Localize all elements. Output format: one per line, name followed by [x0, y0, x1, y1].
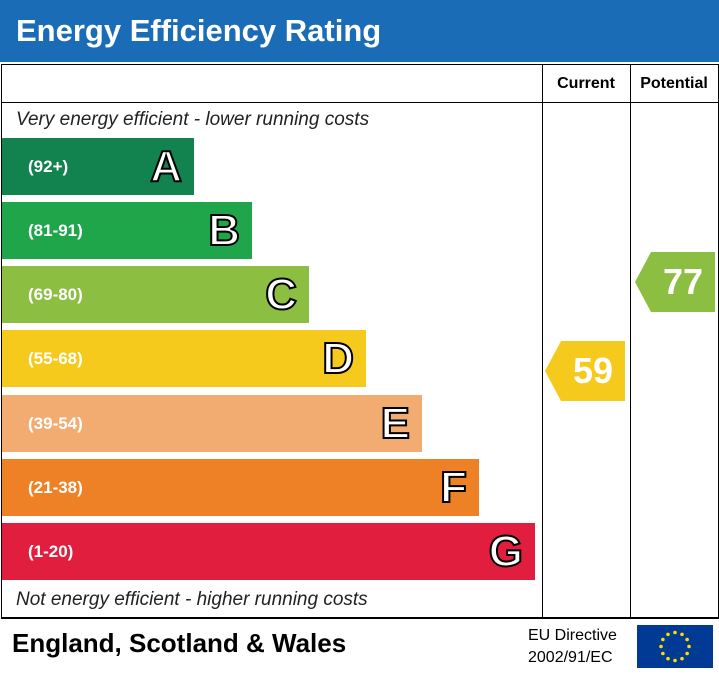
band: (92+) A	[2, 138, 194, 195]
divider	[1, 102, 718, 103]
star	[680, 656, 684, 661]
star	[687, 644, 691, 649]
region: England, Scotland & Wales	[12, 628, 347, 658]
star	[680, 632, 684, 637]
star	[661, 651, 665, 656]
band-range: (21-38)	[28, 478, 83, 497]
band-letter: G	[488, 526, 524, 577]
directive: EU Directive	[528, 627, 617, 644]
note: Very energy efficient - lower running co…	[16, 109, 370, 130]
band-range: (69-80)	[28, 285, 83, 304]
band: (39-54) E	[2, 395, 422, 452]
current-rating: 59	[545, 341, 625, 401]
arrow-shape	[545, 341, 625, 401]
star	[673, 658, 677, 663]
star	[685, 651, 689, 656]
divider	[542, 64, 543, 619]
title: Energy Efficiency Rating	[0, 0, 719, 62]
divider	[630, 64, 631, 619]
star	[666, 632, 670, 637]
band-letter: B	[207, 205, 241, 256]
band-letter: E	[380, 398, 411, 449]
note: Not energy efficient - higher running co…	[16, 589, 368, 610]
band-range: (55-68)	[28, 349, 83, 368]
column-header: Current	[557, 75, 615, 92]
star	[666, 656, 670, 661]
band-range: (81-91)	[28, 221, 83, 240]
potential-rating: 77	[635, 252, 715, 312]
star	[685, 637, 689, 642]
column-header: Potential	[640, 75, 708, 92]
band: (81-91) B	[2, 202, 252, 259]
star	[661, 637, 665, 642]
star	[673, 630, 677, 635]
potential-value: 77	[662, 261, 704, 302]
band-range: (39-54)	[28, 414, 83, 433]
band-range: (1-20)	[28, 542, 74, 561]
band-range: (92+)	[28, 157, 69, 176]
band: (69-80) C	[2, 266, 309, 323]
star	[659, 644, 663, 649]
band: (21-38) F	[2, 459, 479, 516]
band: (1-20) G	[2, 523, 535, 580]
band-letter: C	[264, 269, 298, 320]
band-letter: A	[149, 141, 183, 192]
band-letter: D	[321, 333, 355, 384]
divider	[1, 617, 718, 618]
band: (55-68) D	[2, 330, 366, 387]
directive: 2002/91/EC	[528, 649, 613, 666]
band-letter: F	[439, 462, 468, 513]
eu-flag	[637, 625, 713, 668]
arrow-shape	[635, 252, 715, 312]
current-value: 59	[572, 350, 614, 391]
